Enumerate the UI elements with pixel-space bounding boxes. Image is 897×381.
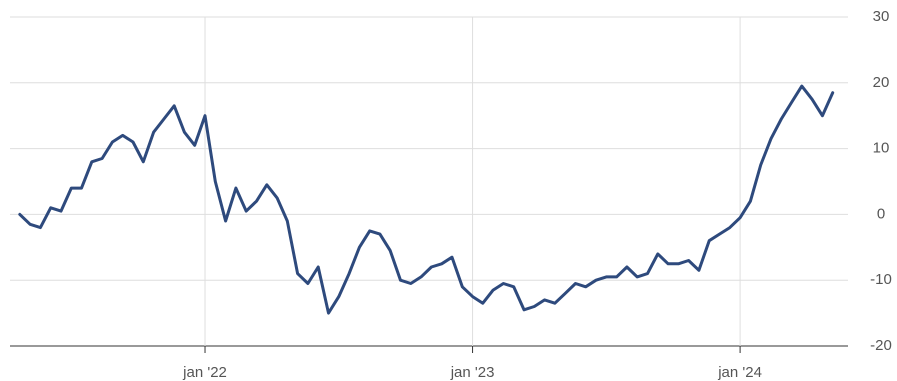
x-tick-label: jan '22 <box>182 364 227 381</box>
y-tick-label: -10 <box>870 271 892 288</box>
x-tick-label: jan '24 <box>717 364 762 381</box>
x-tick-label: jan '23 <box>450 364 495 381</box>
y-tick-label: 20 <box>873 74 890 91</box>
line <box>18 84 835 315</box>
y-tick-label: 0 <box>877 205 885 222</box>
y-tick-label: 30 <box>873 8 890 25</box>
y-tick-label: -20 <box>870 337 892 354</box>
y-tick-label: 10 <box>873 140 890 157</box>
